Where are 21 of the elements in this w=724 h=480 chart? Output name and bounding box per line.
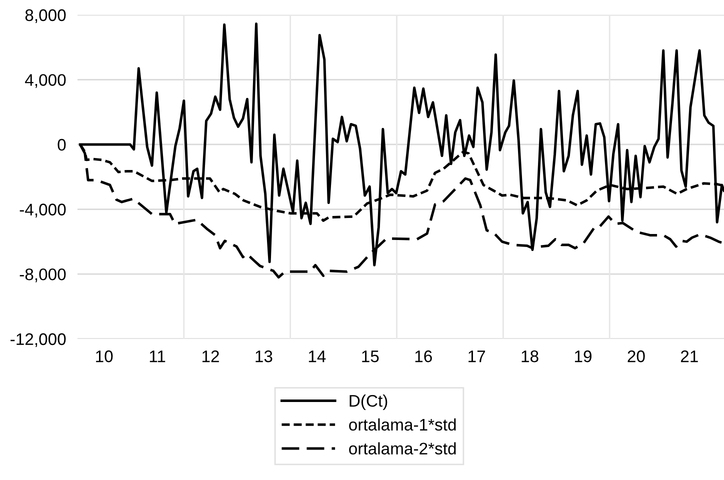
legend-label: ortalama-1*std xyxy=(349,418,456,431)
x-tick-label: 12 xyxy=(202,350,219,362)
y-tick-label: -12,000 xyxy=(10,333,66,348)
x-tick-label: 16 xyxy=(415,350,432,362)
y-tick-label: -8,000 xyxy=(20,268,66,282)
x-tick-label: 17 xyxy=(468,350,485,362)
x-tick-label: 20 xyxy=(628,350,645,362)
x-tick-label: 11 xyxy=(150,350,166,362)
y-tick-label: 4,000 xyxy=(25,74,66,88)
x-tick-label: 21 xyxy=(680,350,698,362)
x-tick-label: 10 xyxy=(96,350,113,362)
x-tick-label: 15 xyxy=(362,350,379,362)
legend-label: ortalama-2*std xyxy=(349,442,456,455)
y-tick-label: 0 xyxy=(58,138,66,151)
x-tick-label: 18 xyxy=(522,350,538,362)
x-tick-label: 13 xyxy=(256,350,272,362)
x-tick-label: 19 xyxy=(574,350,592,362)
y-tick-label: 8,000 xyxy=(25,9,66,24)
x-tick-label: 14 xyxy=(308,350,326,362)
y-tick-label: -4,000 xyxy=(20,204,66,218)
legend-label: D(Ct) xyxy=(350,394,388,410)
